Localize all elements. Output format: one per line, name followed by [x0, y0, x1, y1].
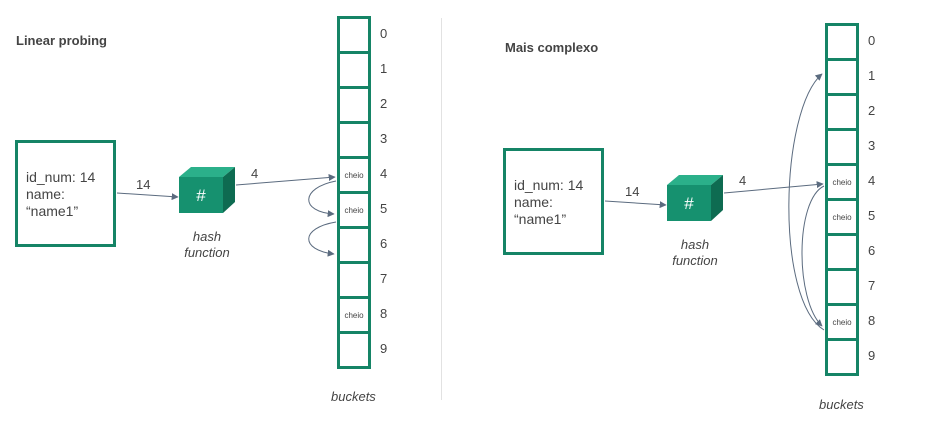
bucket-index-0: 0 [380, 26, 388, 41]
bucket-4: cheio [825, 163, 859, 201]
bucket-index-5: 5 [868, 208, 876, 223]
record-line-id: id_num: 14 [514, 177, 584, 193]
bucket-index-6: 6 [380, 236, 388, 251]
bucket-index-1: 1 [868, 68, 876, 83]
bucket-7 [825, 268, 859, 306]
hash-caption-line1: hash [680, 237, 710, 252]
right-hash-cube: # [667, 175, 723, 221]
record-line-name: name: [514, 194, 553, 210]
left-probe-arrow-5-to-6 [308, 221, 337, 257]
hash-caption-line2: function [672, 253, 718, 268]
bucket-index-0: 0 [868, 33, 876, 48]
left-hash-cube: # [179, 167, 235, 213]
right-hash-caption: hash function [660, 237, 730, 269]
hash-caption-line1: hash [192, 229, 222, 244]
bucket-index-3: 3 [868, 138, 876, 153]
right-probe-arrow-4-to-8 [801, 185, 825, 327]
bucket-index-4: 4 [380, 166, 388, 181]
bucket-index-2: 2 [380, 96, 388, 111]
bucket-index-7: 7 [380, 271, 388, 286]
bucket-index-7: 7 [868, 278, 876, 293]
panel-divider [441, 18, 442, 400]
left-input-label: 14 [136, 177, 150, 192]
bucket-5: cheio [825, 198, 859, 236]
hash-symbol: # [196, 186, 206, 205]
right-input-arrow [604, 200, 667, 209]
record-line-id: id_num: 14 [26, 169, 96, 185]
bucket-index-8: 8 [380, 306, 388, 321]
right-output-label: 4 [739, 173, 746, 188]
left-input-arrow [116, 192, 179, 201]
left-output-arrow [235, 174, 336, 186]
bucket-index-9: 9 [868, 348, 876, 363]
right-panel-title: Mais complexo [505, 40, 599, 55]
bucket-9 [337, 331, 371, 369]
left-probe-arrow-4-to-5 [308, 180, 337, 218]
hash-symbol: # [684, 194, 694, 213]
bucket-index-1: 1 [380, 61, 388, 76]
bucket-index-9: 9 [380, 341, 388, 356]
bucket-9 [825, 338, 859, 376]
record-line-value: “name1” [514, 211, 567, 227]
right-record-box: id_num: 14 name: “name1” [503, 148, 604, 255]
left-panel-title: Linear probing [16, 33, 107, 48]
right-probe-arrow-8-to-1 [788, 73, 825, 331]
right-output-arrow [723, 181, 824, 194]
hash-caption-line2: function [184, 245, 230, 260]
bucket-index-3: 3 [380, 131, 388, 146]
right-input-label: 14 [625, 184, 639, 199]
record-line-name: name: [26, 186, 65, 202]
right-buckets-caption: buckets [819, 397, 864, 412]
left-record-box: id_num: 14 name: “name1” [15, 140, 116, 247]
left-buckets-caption: buckets [331, 389, 376, 404]
bucket-5: cheio [337, 191, 371, 229]
bucket-2 [825, 93, 859, 131]
record-line-value: “name1” [26, 203, 79, 219]
bucket-index-2: 2 [868, 103, 876, 118]
bucket-index-6: 6 [868, 243, 876, 258]
bucket-index-5: 5 [380, 201, 388, 216]
left-output-label: 4 [251, 166, 258, 181]
left-hash-caption: hash function [172, 229, 242, 261]
bucket-index-8: 8 [868, 313, 876, 328]
bucket-index-4: 4 [868, 173, 876, 188]
